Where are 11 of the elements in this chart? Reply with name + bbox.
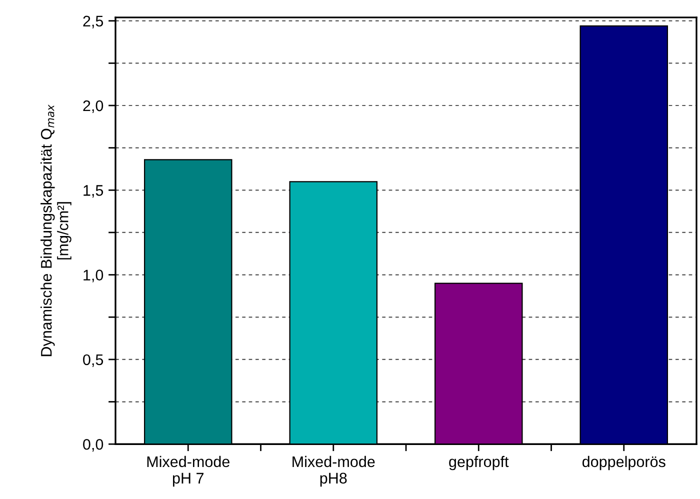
x-tick-label: doppelporös — [582, 456, 666, 470]
text: Dynamische Bindungskapazität Q$_{max}$ [mg/cm²] — [40, 104, 72, 356]
x-tick-label: gepfropft — [449, 456, 509, 470]
y-tick-label: 1,5 — [84, 185, 104, 198]
x-tick-label: Mixed-mode pH 7 — [147, 456, 230, 487]
y-tick-label: 1,0 — [84, 270, 104, 282]
y-tick-label: 2,5 — [83, 16, 104, 28]
y-tick-label: 2,0 — [83, 100, 104, 113]
y-tick-label: 0,5 — [83, 354, 104, 367]
x-tick-label: Mixed-mode pH8 — [292, 456, 375, 487]
y-tick-label: 0,0 — [83, 438, 104, 452]
